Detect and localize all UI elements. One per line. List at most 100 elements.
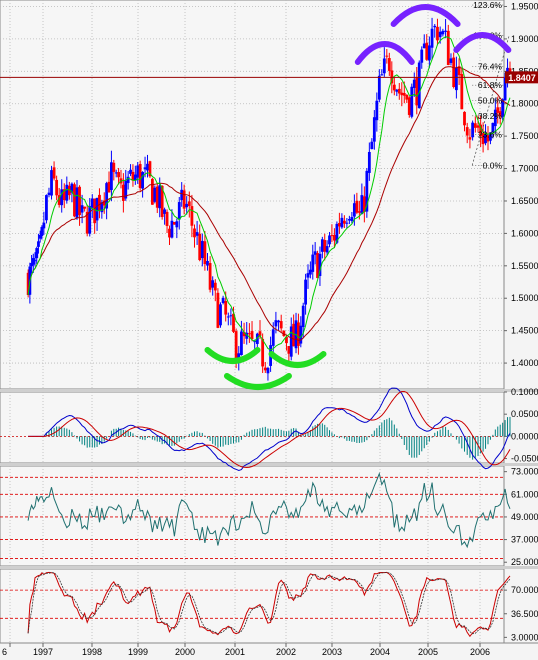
candle-body — [121, 184, 125, 201]
candle-body — [489, 132, 492, 141]
candle-body — [226, 316, 230, 318]
candle-body — [342, 220, 346, 224]
candle-body — [397, 88, 401, 94]
fib-level-label: 76.4% — [478, 61, 503, 71]
candle-body — [50, 170, 53, 196]
candle-body — [402, 93, 406, 96]
candle-body — [292, 323, 296, 347]
candle-body — [357, 211, 361, 213]
candle-body — [219, 304, 222, 326]
candle-body — [382, 58, 386, 74]
candle-body — [328, 235, 331, 245]
candle-body — [266, 367, 270, 374]
candle-body — [232, 313, 235, 332]
panel-separator-2 — [0, 566, 538, 569]
x-tick-label-1998: 1998 — [82, 647, 102, 657]
candle-body — [422, 43, 426, 49]
candle-body — [131, 171, 135, 181]
stoch-y-tick-label: 70.000 — [511, 585, 538, 595]
candle-body — [320, 239, 324, 252]
x-tick-label-1997: 1997 — [33, 647, 53, 657]
candle-body — [279, 321, 283, 329]
candle-body — [33, 260, 37, 262]
y-tick-label: 1.4000 — [511, 358, 538, 368]
candle-body — [107, 181, 111, 193]
candle-body — [26, 272, 30, 295]
y-tick-label: 1.6500 — [511, 196, 538, 206]
candle-body — [277, 320, 280, 323]
candle-body — [100, 202, 104, 213]
candle-body — [372, 117, 376, 142]
candle-body — [158, 185, 162, 209]
candle-body — [330, 235, 334, 237]
fib-level-label: 123.6% — [473, 0, 502, 10]
candle-body — [37, 241, 40, 247]
candle-body — [70, 183, 74, 193]
candle-body — [496, 107, 500, 113]
candle-body — [80, 205, 84, 213]
y-tick-label: 1.5500 — [511, 261, 538, 271]
candle-body — [83, 206, 87, 209]
candle-body — [208, 263, 212, 290]
candle-body — [55, 179, 59, 196]
y-tick-label: 1.8500 — [511, 66, 538, 76]
candle-body — [486, 135, 490, 142]
candle-body — [476, 125, 480, 128]
candle-body — [311, 254, 315, 272]
candle-body — [52, 167, 56, 179]
x-tick-label-2005: 2005 — [418, 647, 438, 657]
fib-level-label: 0.0% — [483, 160, 503, 170]
candle-body — [491, 122, 495, 132]
candle-body — [308, 269, 312, 275]
candle-body — [392, 84, 396, 91]
x-tick-label-2003: 2003 — [322, 647, 342, 657]
rsi-y-tick-label: 37.000 — [511, 535, 538, 545]
candle-body — [468, 137, 472, 140]
candle-body — [306, 273, 310, 278]
candle-body — [385, 55, 389, 57]
candle-body — [185, 203, 189, 208]
stoch-y-tick-label: 36.500 — [511, 609, 538, 619]
candle-body — [441, 30, 445, 35]
candle-body — [297, 322, 300, 346]
macd-histogram — [45, 416, 511, 460]
candle-body — [240, 331, 243, 355]
current-price-label: 1.8407 — [508, 73, 536, 83]
y-tick-label: 1.9000 — [511, 34, 538, 44]
candle-body — [224, 300, 228, 315]
candle-body — [75, 187, 79, 219]
candle-body — [316, 253, 319, 279]
candle-body — [473, 123, 477, 128]
x-tick-label-2004: 2004 — [370, 647, 390, 657]
candle-body — [153, 187, 157, 202]
candle-body — [367, 151, 371, 173]
candle-body — [67, 185, 71, 196]
candle-body — [454, 67, 458, 91]
candle-body — [38, 235, 42, 239]
candle-body — [141, 172, 145, 189]
rsi-line — [27, 472, 511, 549]
candle-body — [30, 262, 33, 267]
candle-body — [471, 122, 475, 138]
candle-body — [57, 195, 61, 205]
candle-body — [193, 228, 196, 238]
candle-body — [136, 165, 140, 178]
candle-body — [415, 77, 419, 106]
candle-body — [198, 233, 202, 261]
macd-y-tick-label: 0.1000 — [511, 387, 538, 397]
candle-body — [261, 338, 265, 367]
candle-body — [155, 186, 159, 208]
candle-body — [143, 167, 147, 170]
candle-body — [124, 180, 128, 199]
candle-body — [195, 232, 199, 236]
candle-body — [247, 333, 251, 335]
candle-body — [242, 332, 246, 337]
candle-body — [405, 94, 409, 100]
candle-body — [289, 326, 293, 357]
candle-body — [355, 200, 359, 213]
candle-body — [362, 196, 366, 212]
candle-body — [258, 331, 262, 336]
macd-line — [28, 387, 511, 472]
candle-body — [365, 170, 369, 212]
candle-body — [180, 189, 184, 201]
